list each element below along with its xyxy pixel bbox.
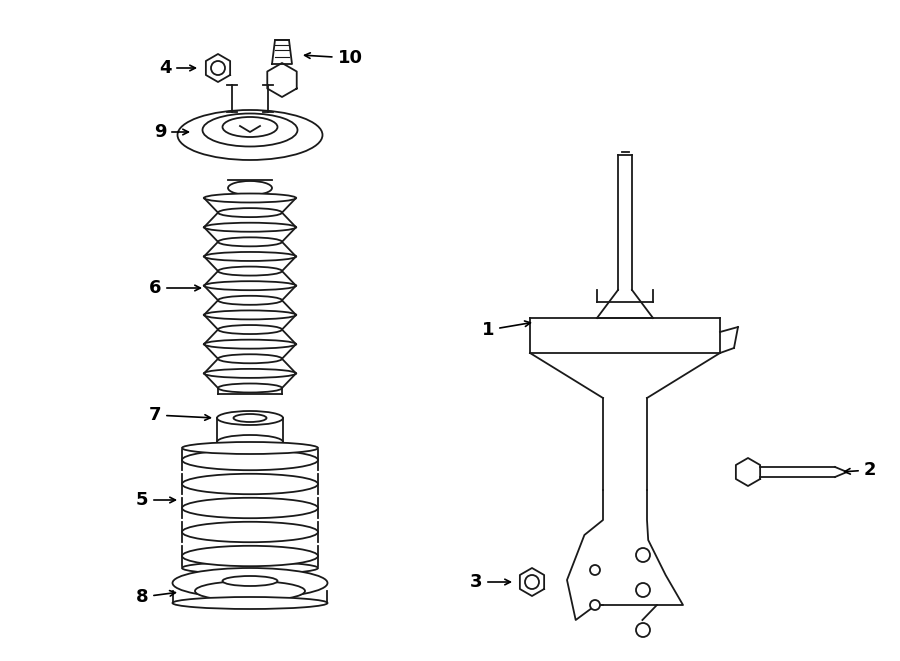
Ellipse shape — [204, 194, 296, 202]
Circle shape — [636, 548, 650, 562]
Ellipse shape — [233, 414, 266, 422]
Ellipse shape — [204, 223, 296, 232]
Ellipse shape — [182, 498, 318, 518]
Ellipse shape — [182, 449, 318, 470]
Text: 3: 3 — [470, 573, 510, 591]
Ellipse shape — [202, 114, 298, 147]
Ellipse shape — [182, 442, 318, 454]
Ellipse shape — [217, 435, 283, 449]
Ellipse shape — [182, 562, 318, 574]
Ellipse shape — [222, 576, 277, 586]
Ellipse shape — [173, 597, 328, 609]
Polygon shape — [603, 398, 647, 490]
Circle shape — [525, 575, 539, 589]
Ellipse shape — [218, 296, 282, 305]
Ellipse shape — [182, 474, 318, 494]
Polygon shape — [206, 54, 230, 82]
Ellipse shape — [218, 354, 282, 364]
Text: 10: 10 — [304, 49, 363, 67]
Polygon shape — [567, 490, 647, 620]
Ellipse shape — [177, 110, 322, 160]
Polygon shape — [618, 155, 632, 290]
Text: 8: 8 — [136, 588, 176, 606]
Polygon shape — [520, 568, 544, 596]
Text: 4: 4 — [158, 59, 195, 77]
Ellipse shape — [204, 281, 296, 290]
Polygon shape — [597, 290, 653, 318]
Ellipse shape — [222, 117, 277, 137]
Ellipse shape — [228, 181, 272, 195]
Polygon shape — [267, 63, 297, 97]
Ellipse shape — [173, 568, 328, 598]
Text: 1: 1 — [482, 321, 530, 339]
Ellipse shape — [218, 325, 282, 334]
Text: 6: 6 — [148, 279, 201, 297]
Ellipse shape — [217, 411, 283, 425]
Circle shape — [636, 623, 650, 637]
Ellipse shape — [218, 383, 282, 393]
Ellipse shape — [218, 237, 282, 247]
Circle shape — [211, 61, 225, 75]
Polygon shape — [272, 40, 292, 64]
Text: 7: 7 — [148, 406, 211, 424]
Ellipse shape — [218, 266, 282, 276]
Circle shape — [636, 583, 650, 597]
Ellipse shape — [218, 208, 282, 217]
Circle shape — [590, 565, 600, 575]
Ellipse shape — [204, 252, 296, 261]
Polygon shape — [760, 467, 835, 477]
Polygon shape — [530, 353, 603, 363]
Polygon shape — [736, 458, 760, 486]
Ellipse shape — [182, 546, 318, 566]
Text: 2: 2 — [844, 461, 877, 479]
Ellipse shape — [204, 369, 296, 378]
Text: 5: 5 — [136, 491, 176, 509]
Polygon shape — [530, 318, 720, 353]
Ellipse shape — [195, 581, 305, 601]
Ellipse shape — [204, 340, 296, 348]
Ellipse shape — [182, 522, 318, 542]
Ellipse shape — [204, 311, 296, 319]
Circle shape — [590, 600, 600, 610]
Text: 9: 9 — [154, 123, 188, 141]
